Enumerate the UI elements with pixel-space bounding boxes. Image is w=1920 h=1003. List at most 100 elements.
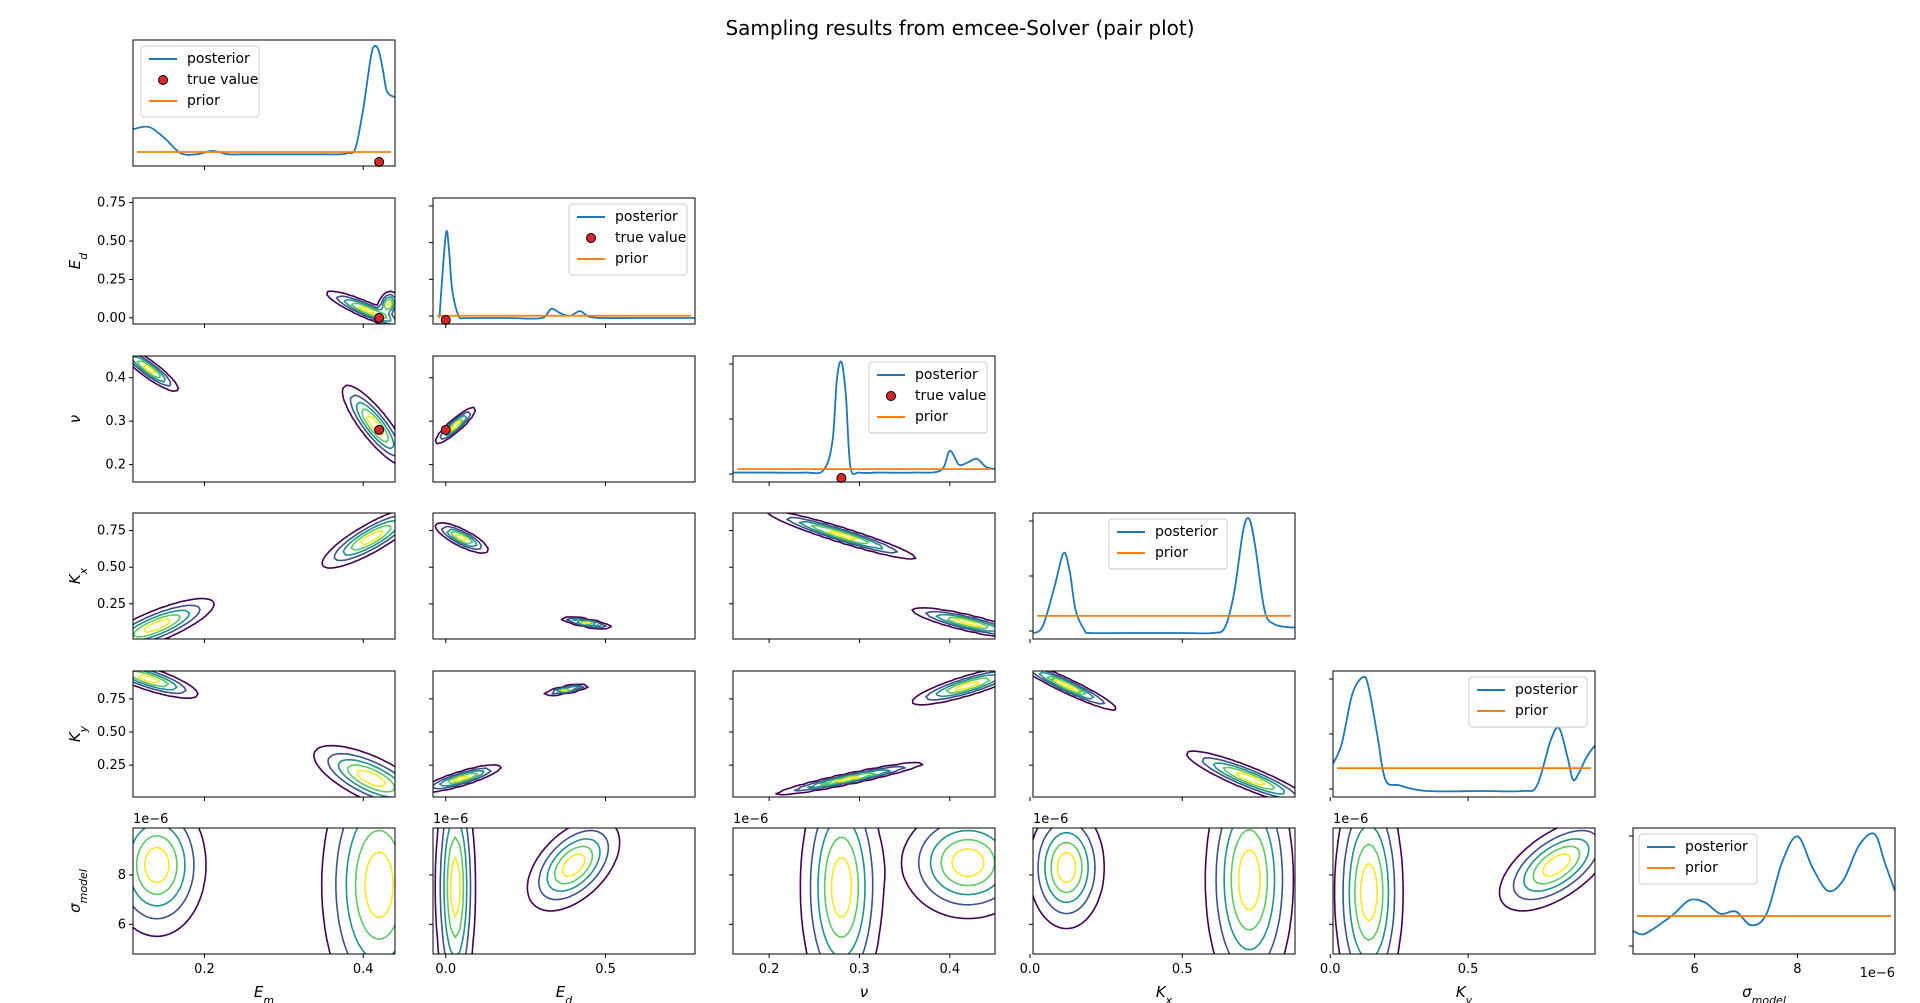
contour-level-2 xyxy=(1342,828,1595,954)
axes-frame xyxy=(132,39,396,167)
contour-level-1 xyxy=(434,828,621,954)
axes-frame xyxy=(732,512,996,640)
true-value-marker xyxy=(374,312,385,323)
offset-text: 1e−6 xyxy=(1333,812,1368,827)
legend: posterior prior xyxy=(1638,833,1758,885)
contour-level-2 xyxy=(809,828,995,954)
contour-level-4 xyxy=(1050,829,1269,931)
contour-level-1 xyxy=(133,356,395,465)
contour-level-4 xyxy=(1046,675,1276,790)
y-tick-label: 0.00 xyxy=(97,311,126,326)
panel-sigma-vs-Ky: 0.0 0.5 1e−6 xyxy=(1320,812,1596,977)
y-tick-label: 0.25 xyxy=(97,597,126,612)
x-axis-label-Ed: Ed xyxy=(556,983,573,1003)
y-tick-label: 0.4 xyxy=(105,371,126,386)
legend-prior-label: prior xyxy=(1155,545,1188,561)
y-tick-label: 0.50 xyxy=(97,234,126,249)
legend: posterior prior xyxy=(1108,518,1228,570)
y-tick-label: 0.50 xyxy=(97,725,126,740)
posterior-curve-Em xyxy=(133,45,395,156)
y-tick-label: 8 xyxy=(118,868,126,883)
true-value-marker-Em xyxy=(374,157,385,167)
y-axis-label-sigma: σmodel xyxy=(66,869,90,913)
contour-level-4 xyxy=(135,829,395,940)
offset-text: 1e−6 xyxy=(433,812,468,827)
contour-level-3 xyxy=(1044,828,1276,951)
axes-frame xyxy=(432,670,696,798)
panel-sigma-vs-Em: 0.2 0.4 6 8 1e−6 xyxy=(118,812,396,977)
contour-level-1 xyxy=(133,828,331,954)
panel-sigma-vs-sigma: posterior prior 6 8 xyxy=(1629,827,1896,977)
axes-frame xyxy=(1632,827,1896,955)
contour-level-1 xyxy=(799,828,995,954)
contour-level-2 xyxy=(133,828,349,954)
contour-level-4 xyxy=(823,836,995,938)
axes-frame xyxy=(432,355,696,483)
contour-level-2 xyxy=(1033,671,1295,797)
axes-frame xyxy=(132,670,396,798)
true-value-marker-nu xyxy=(836,473,847,483)
contour-level-4 xyxy=(1354,843,1581,941)
panel-Kx-vs-nu xyxy=(729,512,996,643)
panel-nu-vs-Ed xyxy=(429,355,696,486)
x-tick-label: 0.5 xyxy=(595,962,616,977)
x-tick-label: 0.0 xyxy=(1320,962,1341,977)
true-value-marker xyxy=(440,424,451,435)
contour-level-3 xyxy=(443,828,601,954)
contour-level-1 xyxy=(1333,828,1595,954)
x-tick-label: 0.3 xyxy=(849,962,870,977)
x-axis-label-Em: Em xyxy=(254,983,274,1003)
x-axis-label-nu: ν xyxy=(860,983,868,1001)
x-tick-label: 0.2 xyxy=(759,962,780,977)
legend-posterior-label: posterior xyxy=(1685,839,1748,855)
legend: posterior true value prior xyxy=(568,203,688,276)
panel-Kx-vs-Ed xyxy=(429,512,696,643)
contour-level-3 xyxy=(438,685,582,787)
x-tick-label: 0.0 xyxy=(1020,962,1041,977)
contour-level-1 xyxy=(326,290,395,324)
contour-level-2 xyxy=(133,515,395,639)
contour-level-2 xyxy=(439,828,610,954)
x-tick-label: 0.5 xyxy=(1458,962,1479,977)
y-axis-label-Ed: Ed xyxy=(66,252,90,269)
legend-prior-label: prior xyxy=(915,409,948,425)
x-tick-label: 0.4 xyxy=(353,962,374,977)
legend-posterior-label: posterior xyxy=(1515,682,1578,698)
contour-level-4 xyxy=(136,360,389,443)
offset-text: 1e−6 xyxy=(1033,812,1068,827)
contour-level-5 xyxy=(1054,679,1266,786)
posterior-curve-sigma xyxy=(1633,832,1895,936)
contour-level-1 xyxy=(133,671,395,797)
legend-posterior-label: posterior xyxy=(915,367,978,383)
panel-nu-vs-Em: 0.2 0.3 0.4 xyxy=(105,355,396,486)
x-tick-label: 0.4 xyxy=(939,962,960,977)
panel-sigma-vs-Ed: 0.0 0.5 1e−6 xyxy=(429,812,696,977)
contour-level-1 xyxy=(133,513,395,639)
y-tick-label: 0.2 xyxy=(105,458,126,473)
panel-Em-vs-Em: posterior true value prior xyxy=(132,39,396,170)
contour-level-2 xyxy=(1037,828,1284,954)
axes-frame xyxy=(1332,827,1596,955)
panel-sigma-vs-Kx: 0.0 0.5 1e−6 xyxy=(1020,812,1296,977)
contour-level-1 xyxy=(775,671,995,796)
contour-level-5 xyxy=(830,848,985,918)
axes-frame xyxy=(1032,670,1296,798)
legend-true_value-swatch xyxy=(586,233,596,243)
offset-text: 1e−6 xyxy=(733,812,768,827)
y-tick-label: 0.75 xyxy=(97,692,126,707)
posterior-curve-Ky xyxy=(1333,675,1595,793)
contour-level-2 xyxy=(433,684,585,790)
posterior-curve-Kx xyxy=(1033,516,1295,635)
contour-level-5 xyxy=(142,364,384,437)
contour-level-5 xyxy=(454,534,591,625)
y-tick-label: 0.75 xyxy=(97,524,126,539)
contour-level-2 xyxy=(786,516,995,635)
panel-Ed-vs-Em: 0.00 0.25 0.50 0.75 xyxy=(97,196,396,328)
panel-Ky-vs-Em: 0.25 0.50 0.75 xyxy=(97,670,396,801)
x-tick-label: 0.0 xyxy=(435,962,456,977)
contour-level-4 xyxy=(820,677,991,786)
y-axis-label-Kx: Kx xyxy=(66,567,90,584)
panel-Ky-vs-Ed xyxy=(429,670,696,801)
